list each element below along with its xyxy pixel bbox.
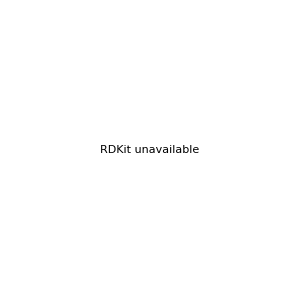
Text: RDKit unavailable: RDKit unavailable	[100, 145, 200, 155]
